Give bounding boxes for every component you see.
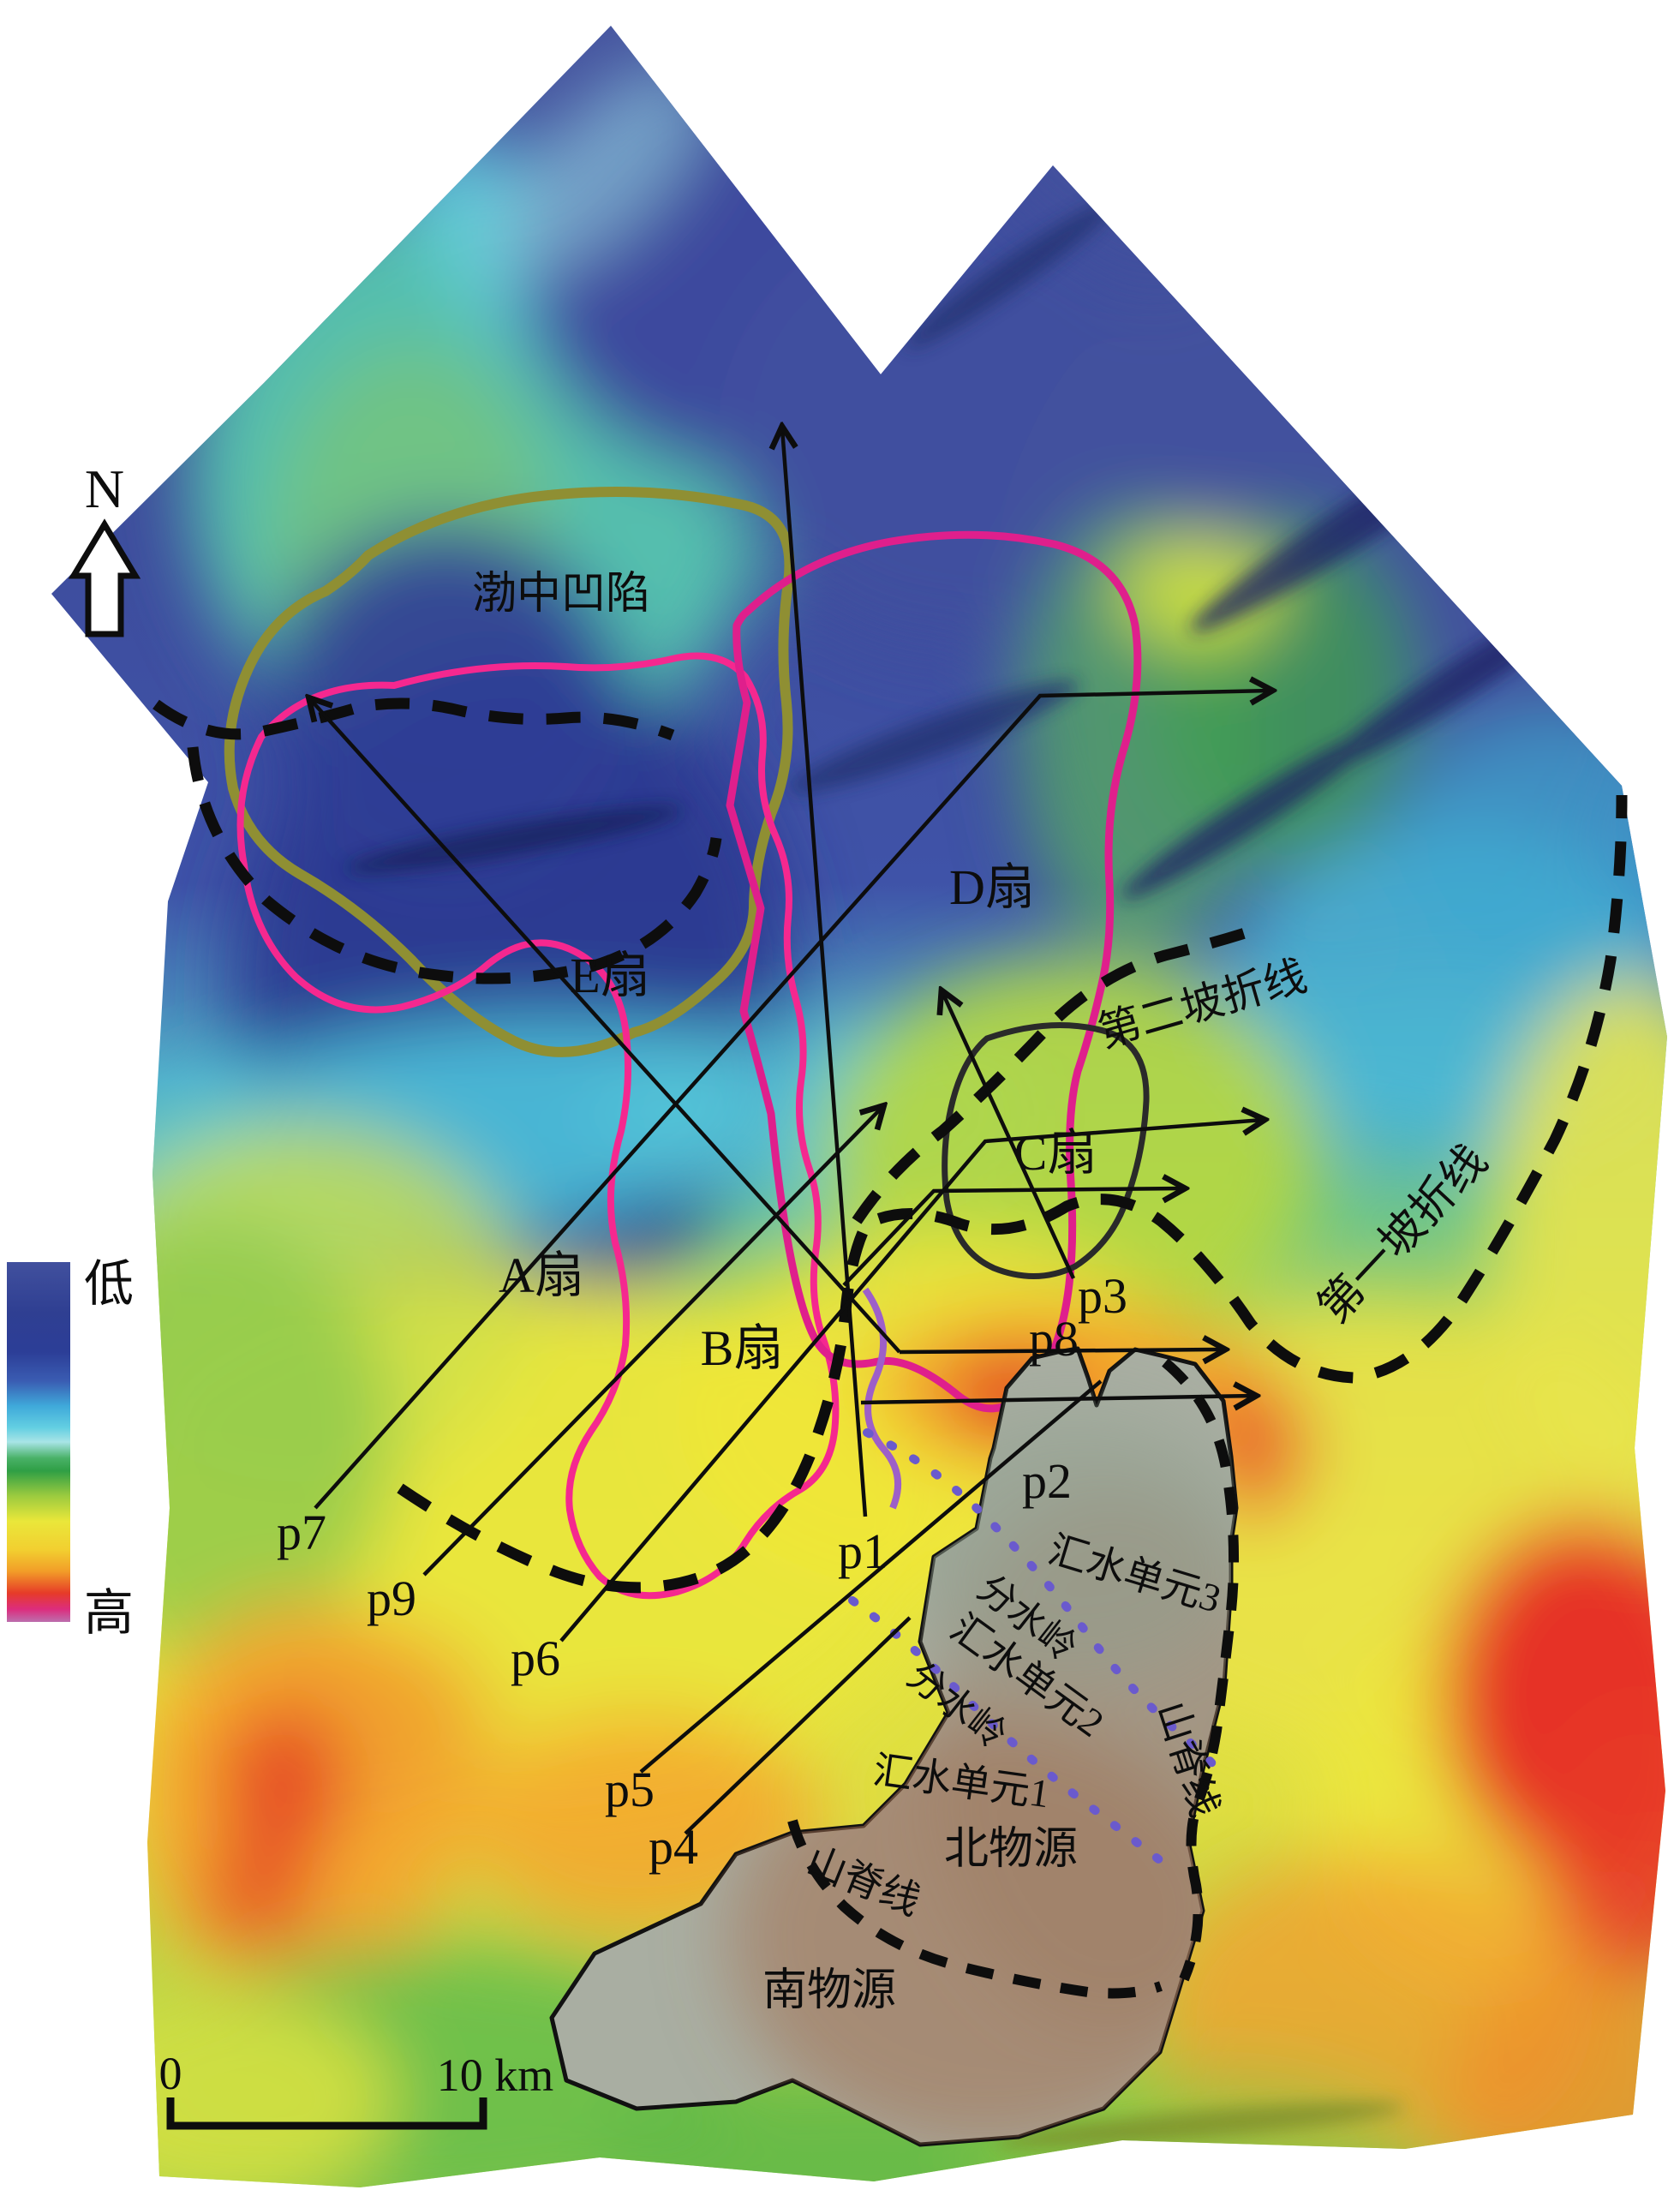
label-p1: p1 (838, 1523, 888, 1579)
profile-lines (310, 428, 1270, 1835)
slope-break-dashed-lines (152, 697, 1628, 1594)
fan-c-outline (942, 1022, 1150, 1280)
label-p7: p7 (277, 1505, 326, 1560)
scale-bar-ten-km: 10 km (437, 2049, 554, 2101)
legend-high-label: 高 (84, 1585, 134, 1641)
label-fan-c: C扇 (1014, 1125, 1097, 1181)
profile-line-p8-west (310, 699, 901, 1354)
scale-bar-line (166, 2097, 487, 2130)
label-fan-b: B扇 (701, 1320, 784, 1376)
slope-break-line-first (397, 794, 1628, 1594)
label-p5: p5 (605, 1762, 655, 1817)
profile-line-extra (842, 1188, 1183, 1287)
profile-line-p3 (942, 992, 1076, 1279)
source-area-region (549, 1346, 1239, 2147)
slope-break-line-upper-left (152, 697, 675, 741)
scale-bar-zero: 0 (159, 2048, 182, 2099)
label-p4: p4 (649, 1819, 698, 1875)
watershed-dotted-lines (848, 1428, 1228, 1876)
slope-break-line-second (852, 921, 1266, 1224)
fan-b-purple-outline (862, 1287, 901, 1510)
label-p3: p3 (1078, 1268, 1127, 1324)
label-p2: p2 (1022, 1453, 1072, 1509)
profile-line-p7 (314, 691, 1270, 1510)
label-fan-e: E扇 (570, 948, 649, 1003)
profile-line-p4 (684, 1616, 912, 1835)
slope-break-line-around-a-fan (187, 746, 722, 984)
ridge-dashed-lines (787, 1358, 1240, 1999)
label-p8: p8 (1029, 1311, 1079, 1367)
ridge-line-east (1162, 1358, 1240, 1982)
elevation-colorbar (7, 1262, 70, 1622)
profile-line-p8-east (899, 1349, 1223, 1352)
north-arrow-icon (68, 518, 141, 637)
profile-line-p5 (639, 1379, 1103, 1774)
fan-ab-outline (236, 652, 840, 1600)
label-fan-a: A扇 (499, 1248, 584, 1303)
label-north-source: 北物源 (944, 1825, 1078, 1874)
label-bozhong-depression: 渤中凹陷 (472, 570, 650, 619)
label-p6: p6 (511, 1631, 560, 1686)
profile-line-p6 (559, 1120, 1263, 1643)
fan-e-outline (224, 487, 795, 1057)
watershed-line-2 (848, 1596, 1180, 1876)
label-fan-d: D扇 (949, 859, 1035, 915)
scale-bar: 0 10 km (159, 2048, 554, 2130)
legend-low-label: 低 (84, 1256, 134, 1312)
ridge-line-south (787, 1819, 1163, 1999)
label-p9: p9 (367, 1571, 416, 1626)
profile-line-p2 (860, 1396, 1254, 1403)
north-arrow-label: N (85, 458, 124, 519)
profile-line-p9 (422, 1107, 882, 1577)
label-south-source: 南物源 (762, 1966, 896, 2015)
north-arrow: N (68, 458, 141, 637)
profile-line-p1 (782, 428, 868, 1517)
elevation-legend: 低 高 (7, 1256, 134, 1641)
